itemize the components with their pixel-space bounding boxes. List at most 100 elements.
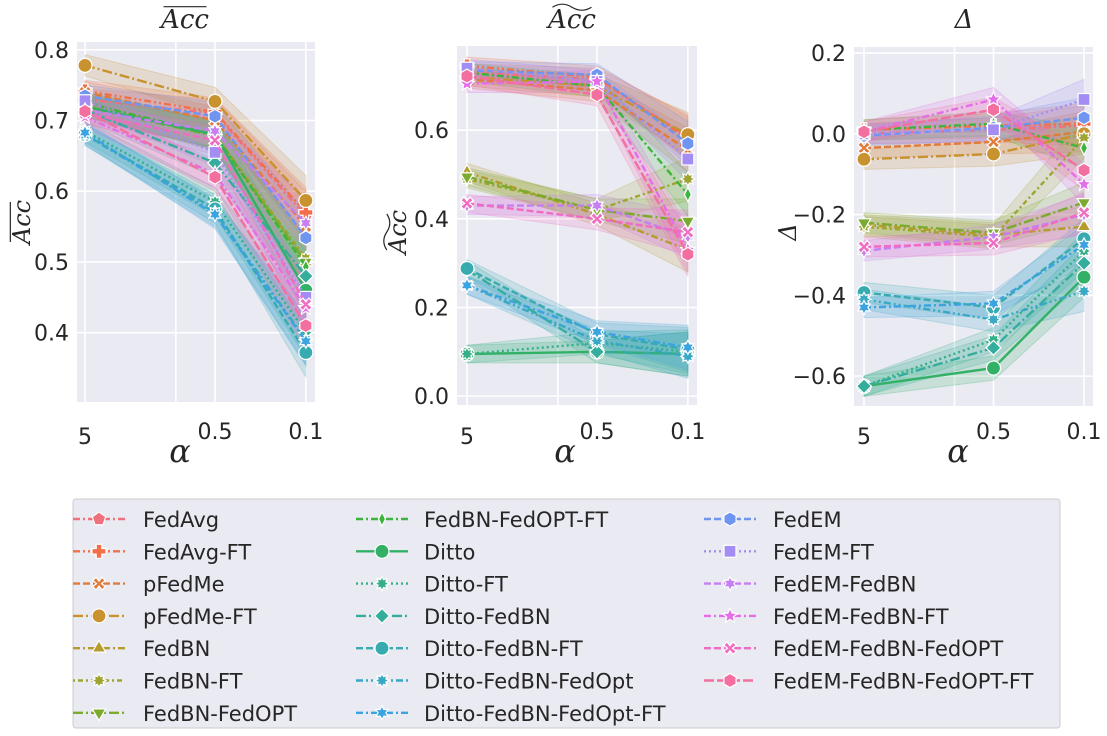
data-point bbox=[855, 378, 873, 395]
data-point bbox=[681, 135, 695, 152]
series-FedEM-FedBN-FedOPT-FT bbox=[460, 68, 695, 262]
legend-item: Ditto-FT bbox=[356, 573, 508, 597]
legend-label: FedBN-FedOPT-FT bbox=[424, 508, 608, 532]
subplot-1: 0.4 0.5 0.6 0.7 0.8 5 0.5 0.1 Acc α Acc bbox=[8, 5, 323, 470]
data-point bbox=[459, 276, 475, 294]
subplot-title-group: Acc bbox=[159, 5, 209, 35]
legend-item: FedEM-FedBN-FT bbox=[704, 605, 949, 629]
subplot-title: Acc bbox=[159, 5, 209, 35]
series-line bbox=[863, 116, 1085, 137]
y-tick-label: 0.5 bbox=[34, 251, 69, 276]
y-tick-label: −0.2 bbox=[793, 204, 846, 229]
x-tick-label: 0.5 bbox=[198, 420, 233, 445]
subplot-title: Δ bbox=[954, 5, 974, 35]
series-FedEM-FedBN-FedOPT-FT bbox=[78, 103, 313, 334]
legend-marker bbox=[90, 672, 108, 689]
data-point bbox=[986, 134, 1001, 150]
series-line bbox=[863, 250, 1085, 388]
data-point bbox=[1077, 92, 1091, 107]
legend-marker bbox=[377, 510, 387, 528]
data-point bbox=[856, 218, 872, 232]
y-axis-label: Δ bbox=[774, 223, 802, 241]
legend-label: FedBN bbox=[143, 637, 210, 661]
x-tick-label: 0.5 bbox=[976, 420, 1011, 445]
legend-marker bbox=[374, 640, 390, 656]
subplot-title-group: Δ bbox=[954, 5, 974, 35]
x-axis-label-group: α bbox=[169, 432, 191, 470]
legend-item: FedBN bbox=[73, 637, 210, 661]
legend-label: Ditto-FedBN bbox=[424, 605, 551, 629]
legend-marker bbox=[91, 608, 107, 624]
legend-label: FedEM-FedBN bbox=[773, 573, 916, 597]
y-axis-label-tilde bbox=[383, 213, 391, 251]
legend-marker bbox=[91, 639, 107, 653]
data-point bbox=[856, 239, 872, 255]
data-point bbox=[588, 72, 606, 89]
x-tick-label: 5 bbox=[460, 425, 474, 450]
data-point bbox=[299, 317, 313, 334]
legend-item: FedEM-FedBN-FedOPT-FT bbox=[704, 670, 1034, 694]
legend-marker bbox=[91, 708, 107, 722]
x-tick-label: 0.1 bbox=[670, 420, 705, 445]
subplot-title: Acc bbox=[546, 5, 596, 35]
legend-marker bbox=[723, 544, 737, 558]
data-point bbox=[458, 345, 476, 363]
legend-item: Ditto-FedBN-FT bbox=[356, 637, 583, 661]
data-point bbox=[1076, 236, 1092, 254]
data-point bbox=[77, 124, 93, 141]
data-point bbox=[460, 68, 474, 84]
data-point bbox=[588, 343, 606, 361]
data-point bbox=[683, 186, 693, 203]
ci-band-FedBN-FT bbox=[863, 116, 1085, 250]
x-tick-label: 5 bbox=[78, 425, 92, 450]
x-axis-label: α bbox=[554, 432, 576, 470]
series-Ditto-FedBN-FedOpt-FT bbox=[856, 236, 1092, 316]
series-Ditto-FedBN-FedOpt-FT bbox=[459, 276, 696, 356]
legend-marker bbox=[91, 543, 107, 559]
subplot-title-group: Acc bbox=[546, 3, 596, 35]
legend-item: FedBN-FedOPT bbox=[73, 702, 297, 726]
data-point bbox=[1076, 198, 1092, 212]
data-point bbox=[985, 360, 1002, 376]
legend-marker bbox=[723, 511, 737, 527]
legend-label: FedEM-FedBN-FT bbox=[773, 605, 949, 629]
y-axis-label: Acc bbox=[8, 200, 36, 246]
legend-label: FedEM bbox=[773, 508, 842, 532]
data-point bbox=[985, 339, 1002, 357]
y-axis-label-group: Acc bbox=[8, 200, 36, 246]
legend-marker bbox=[374, 543, 390, 559]
y-tick-label: 0.6 bbox=[414, 119, 449, 144]
data-point bbox=[1076, 205, 1092, 220]
data-point bbox=[78, 103, 92, 119]
data-point bbox=[208, 108, 222, 124]
y-tick-label: 0.2 bbox=[414, 296, 449, 321]
data-point bbox=[589, 323, 605, 341]
data-point bbox=[680, 216, 696, 231]
data-point bbox=[680, 224, 696, 240]
data-point bbox=[986, 235, 1001, 251]
series-line bbox=[84, 101, 307, 268]
legend-marker bbox=[722, 640, 738, 656]
y-tick-label: 0.0 bbox=[811, 123, 846, 148]
y-tick-label: 0.7 bbox=[34, 110, 69, 135]
data-point bbox=[1075, 175, 1093, 192]
legend-item: FedBN-FedOPT-FT bbox=[356, 508, 608, 532]
data-point bbox=[681, 152, 695, 166]
legend-item: Ditto bbox=[356, 540, 475, 564]
data-point bbox=[985, 146, 1002, 162]
series-pFedMe-FT bbox=[77, 57, 314, 209]
data-point bbox=[680, 339, 696, 356]
legend-label: FedEM-FedBN-FedOPT bbox=[773, 637, 1003, 661]
legend-label: FedAvg bbox=[143, 508, 219, 532]
series-line bbox=[863, 122, 1085, 131]
subplot-3: −0.6 −0.4 −0.2 0.0 0.2 5 0.5 0.1 Δα Δ bbox=[774, 5, 1102, 470]
legend-label: Ditto bbox=[424, 540, 475, 564]
series-FedEM-FedBN-FedOPT bbox=[459, 196, 696, 240]
series-line bbox=[84, 133, 307, 354]
data-point bbox=[589, 197, 605, 214]
y-tick-label: 0.8 bbox=[34, 39, 69, 64]
data-point bbox=[1077, 162, 1091, 178]
data-point bbox=[207, 93, 223, 110]
data-point bbox=[857, 124, 871, 140]
